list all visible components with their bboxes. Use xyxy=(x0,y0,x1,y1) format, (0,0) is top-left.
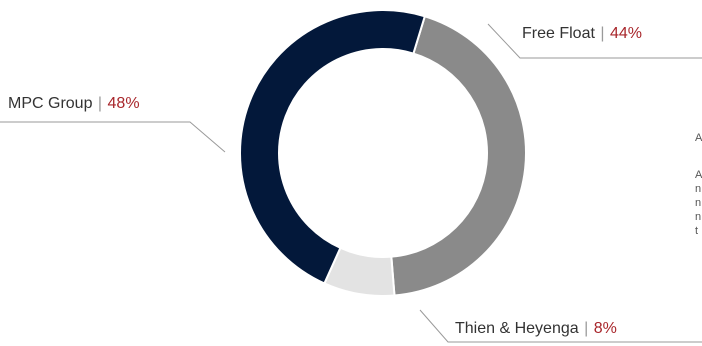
leader-line-thien-heyenga xyxy=(419,309,702,343)
slice-labels: Free Float | 44% MPC Group | 48% Thien &… xyxy=(0,23,702,343)
label-free-float-name: Free Float xyxy=(522,25,595,42)
label-thien-heyenga-name: Thien & Heyenga xyxy=(455,320,579,337)
label-thien-heyenga: Thien & Heyenga | 8% xyxy=(455,320,617,337)
label-free-float-separator: | xyxy=(600,25,604,42)
cropped-edge-text: A A n n n t xyxy=(695,132,702,237)
label-free-float-value: 44% xyxy=(610,25,642,42)
slice-mpc-group xyxy=(239,9,427,285)
leader-line-mpc-group xyxy=(0,121,226,153)
leader-line-free-float xyxy=(487,23,702,59)
label-mpc-group-separator: | xyxy=(98,95,102,112)
edge-fragment: t xyxy=(695,225,698,237)
edge-fragment: A xyxy=(695,169,702,181)
label-mpc-group: MPC Group | 48% xyxy=(8,95,140,112)
label-free-float: Free Float | 44% xyxy=(522,25,642,42)
label-thien-heyenga-separator: | xyxy=(584,320,588,337)
label-mpc-group-name: MPC Group xyxy=(8,95,93,112)
label-mpc-group-value: 48% xyxy=(108,95,140,112)
slice-free-float xyxy=(390,14,527,297)
label-thien-heyenga-value: 8% xyxy=(594,320,617,337)
edge-fragment: n xyxy=(695,183,701,195)
edge-fragment: n xyxy=(695,197,701,209)
edge-fragment: n xyxy=(695,211,701,223)
edge-fragment: A xyxy=(695,132,702,144)
donut-slices xyxy=(239,9,527,297)
